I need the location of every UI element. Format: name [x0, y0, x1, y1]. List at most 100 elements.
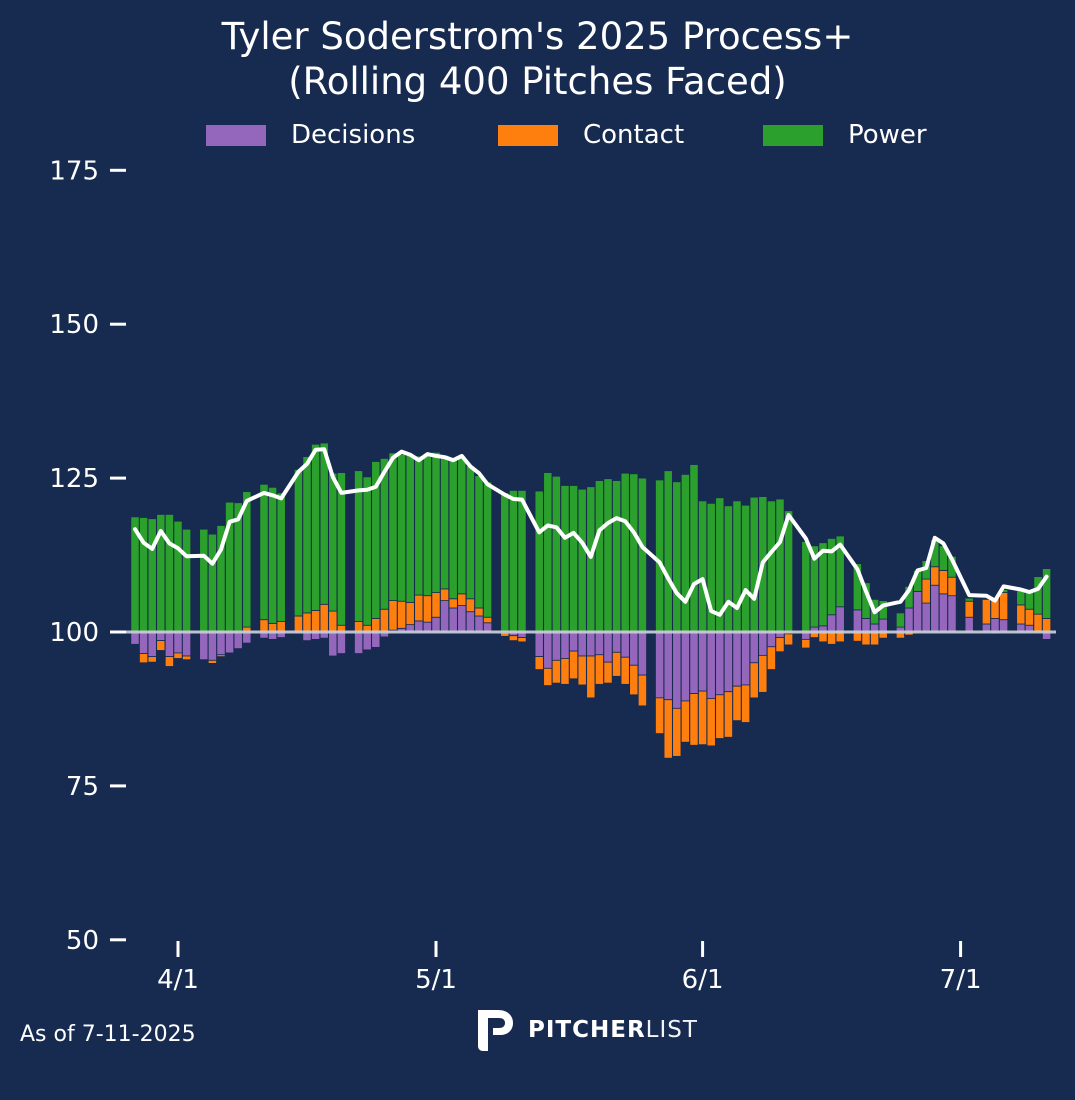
bar-segment-decisions: [414, 620, 424, 633]
bar-segment-contact: [981, 598, 991, 625]
bar-segment-power: [276, 492, 286, 622]
bar-segment-contact: [560, 658, 570, 685]
bar-segment-decisions: [637, 631, 647, 676]
y-tick-label: 100: [49, 618, 99, 648]
chart-title: Tyler Soderstrom's 2025 Process+ (Rollin…: [0, 14, 1075, 104]
bar-segment-decisions: [139, 631, 149, 654]
bar-segment-contact: [1033, 613, 1043, 633]
bar-segment-contact: [698, 690, 708, 746]
bar-stack: [689, 464, 699, 746]
bar-stack: [921, 560, 931, 633]
bar-stack: [268, 486, 278, 640]
bar-segment-contact: [173, 652, 183, 659]
bar-segment-contact: [448, 598, 458, 609]
bar-segment-decisions: [827, 614, 837, 633]
bar-stack: [328, 472, 338, 657]
bar-stack: [1042, 568, 1052, 640]
bar-segment-contact: [431, 592, 441, 618]
bar-segment-contact: [784, 633, 794, 646]
bar-segment-decisions: [147, 631, 157, 658]
bars-layer: [130, 442, 1052, 759]
bar-stack: [758, 496, 768, 693]
bar-stack: [741, 504, 751, 723]
bar-segment-decisions: [543, 631, 553, 669]
bar-segment-power: [672, 481, 682, 633]
bar-stack: [362, 476, 372, 651]
bar-stack: [431, 451, 441, 633]
y-axis: 50 75 100 125 150 175: [49, 156, 126, 956]
bar-segment-contact: [569, 650, 579, 680]
bar-segment-decisions: [878, 618, 888, 633]
bar-segment-power: [560, 485, 570, 633]
bar-segment-power: [414, 455, 424, 596]
bar-segment-decisions: [216, 631, 226, 656]
bar-stack: [259, 483, 269, 639]
bar-segment-contact: [534, 656, 544, 670]
bar-segment-decisions: [904, 607, 914, 633]
bar-segment-power: [173, 520, 183, 633]
y-tick-label: 125: [49, 464, 99, 494]
bar-stack: [766, 500, 776, 670]
bar-segment-power: [182, 528, 192, 633]
bar-segment-contact: [551, 659, 561, 684]
bar-stack: [680, 474, 690, 743]
bar-segment-contact: [715, 694, 725, 739]
bar-stack: [775, 498, 785, 653]
bar-stack: [517, 490, 527, 643]
bar-segment-decisions: [663, 631, 673, 701]
x-tick-label: 7/1: [940, 965, 982, 995]
bar-segment-contact: [921, 578, 931, 604]
bar-stack: [818, 542, 828, 643]
bar-stack: [199, 528, 209, 661]
bar-stack: [448, 457, 458, 633]
bar-segment-power: [698, 500, 708, 633]
bar-segment-decisions: [913, 590, 923, 633]
bar-stack: [474, 475, 484, 633]
bar-segment-decisions: [620, 631, 630, 658]
y-tick-label: 75: [66, 772, 99, 802]
bar-segment-contact: [629, 664, 639, 696]
bar-stack: [827, 538, 837, 645]
chart-title-line1: Tyler Soderstrom's 2025 Process+: [221, 15, 854, 58]
bar-segment-power: [362, 476, 372, 626]
legend-swatch-contact: [498, 124, 558, 146]
bar-segment-contact: [964, 600, 974, 618]
bar-stack: [672, 481, 682, 757]
bar-segment-power: [388, 452, 398, 601]
bar-segment-power: [1042, 568, 1052, 619]
bar-segment-contact: [397, 600, 407, 629]
bar-segment-contact: [663, 699, 673, 759]
bar-stack: [586, 486, 596, 699]
bar-stack: [543, 472, 553, 686]
bar-segment-contact: [405, 602, 415, 626]
bar-segment-power: [328, 472, 338, 612]
bar-segment-decisions: [534, 631, 544, 658]
bar-stack: [637, 477, 647, 707]
bar-stack: [698, 500, 708, 746]
bar-stack: [620, 472, 630, 685]
bar-stack: [500, 492, 510, 637]
bar-segment-power: [663, 470, 673, 633]
bar-segment-power: [1016, 590, 1026, 606]
legend-swatch-decisions: [206, 124, 266, 146]
bar-segment-power: [620, 472, 630, 633]
bar-segment-decisions: [861, 618, 871, 633]
bar-segment-power: [397, 453, 407, 602]
x-tick-label: 5/1: [415, 965, 457, 995]
bar-segment-power: [293, 469, 303, 617]
bar-segment-power: [577, 488, 587, 633]
legend-item-decisions: Decisions: [206, 118, 415, 152]
bar-segment-power: [637, 477, 647, 633]
y-tick-label: 150: [49, 310, 99, 340]
bar-segment-decisions: [242, 631, 252, 644]
bar-segment-decisions: [182, 631, 192, 657]
bar-segment-decisions: [448, 607, 458, 633]
bar-stack: [551, 475, 561, 684]
bar-segment-decisions: [938, 593, 948, 633]
bar-segment-power: [164, 514, 174, 633]
bar-segment-contact: [775, 637, 785, 653]
bar-stack: [422, 454, 432, 633]
bar-stack: [1024, 589, 1034, 633]
bar-segment-decisions: [964, 616, 974, 633]
bar-segment-decisions: [689, 631, 699, 694]
